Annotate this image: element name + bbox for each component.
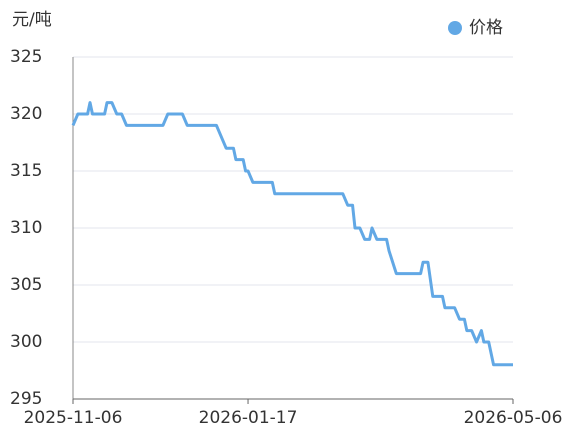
- x-tick-label: 2026-01-17: [199, 408, 298, 428]
- y-tick-label: 310: [10, 218, 42, 238]
- y-tick-label: 325: [10, 47, 42, 67]
- x-tick-label: 2026-05-06: [464, 408, 563, 428]
- price-line: [71, 101, 513, 367]
- y-tick-label: 320: [10, 104, 42, 124]
- y-tick-label: 305: [10, 275, 42, 295]
- y-tick-label: 300: [10, 332, 42, 352]
- legend-label: 价格: [469, 18, 503, 38]
- x-tick-label: 2025-11-06: [24, 408, 123, 428]
- y-tick-label: 295: [10, 389, 42, 409]
- y-axis-label: 元/吨: [12, 10, 52, 30]
- y-tick-label: 315: [10, 161, 42, 181]
- legend-marker: [448, 21, 462, 35]
